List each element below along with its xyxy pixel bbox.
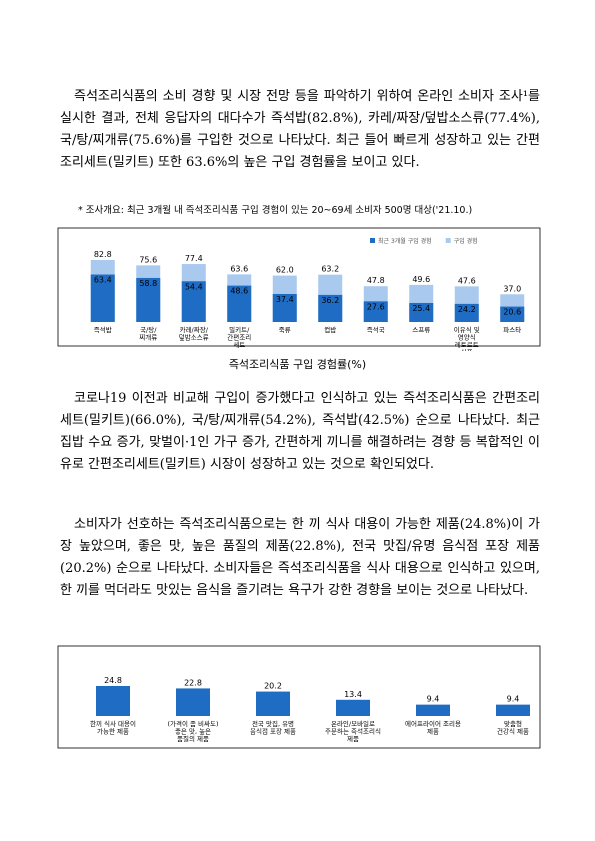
value-label: 37.0 (503, 284, 521, 293)
bar (454, 303, 479, 322)
category-label: 국/탕/찌개류 (139, 325, 157, 341)
category-label: 카레/짜장/덮밥소스류 (179, 325, 209, 341)
category-label: 컵밥 (324, 325, 336, 334)
category-label: (가격이 좀 비싸도) 좋은 맛, 높은 품질의 제품 (167, 719, 218, 743)
value-label: 37.4 (276, 295, 294, 304)
category-label: 전국 맛집, 유명 음식점 포장 제품 (250, 719, 296, 735)
bar (318, 294, 343, 322)
paragraph: 즉석조리식품의 소비 경향 및 시장 전망 등을 파악하기 위하여 온라인 소비… (60, 89, 540, 170)
legend-swatch (370, 238, 375, 243)
value-label: 47.6 (458, 276, 476, 285)
value-label: 9.4 (507, 695, 520, 704)
value-label: 54.4 (185, 282, 203, 291)
chart-frame (57, 645, 541, 749)
bar (256, 691, 290, 716)
value-label: 24.8 (104, 676, 122, 685)
bar (496, 704, 530, 716)
legend-swatch (445, 238, 451, 243)
value-label: 22.8 (184, 678, 202, 687)
category-label: 즉석밥 (94, 325, 112, 334)
value-label: 25.4 (412, 304, 430, 313)
value-label: 36.2 (321, 296, 339, 305)
bar (336, 699, 370, 716)
value-label: 24.2 (458, 305, 476, 314)
bar (363, 301, 388, 322)
category-label: 스프류 (412, 326, 430, 334)
category-label: 온라인/모바일로 주문하는 즉석조리식 제품 (325, 719, 381, 743)
value-label: 63.6 (230, 264, 248, 273)
value-label: 62.0 (276, 266, 294, 275)
value-label: 82.8 (94, 250, 112, 259)
bar (96, 686, 130, 716)
chart: 24.8 한끼 식사 대용이 가능한 제품 22.8 (가격이 좀 비싸도) 좋은 맛, … (57, 645, 541, 749)
value-label: 20.2 (264, 682, 282, 691)
category-label: 죽류 (279, 326, 291, 334)
category-label: 에어프라이어 조리용 제품 (405, 719, 461, 735)
bar (409, 302, 434, 322)
category-label: 한끼 식사 대용이 가능한 제품 (90, 719, 136, 735)
value-label: 13.4 (344, 690, 362, 699)
value-label: 47.8 (367, 276, 385, 285)
bar (416, 704, 450, 716)
bar (227, 285, 252, 322)
legend-label: 구입 경험 (454, 237, 478, 245)
chart: 82.8 63.4 즉석밥 75.6 58.8 국/탕/찌개류 77.4 54.4 카레/짜장/… (57, 227, 541, 351)
value-label: 75.6 (139, 255, 157, 264)
category-label: 즉석국 (367, 325, 385, 334)
bar (90, 274, 115, 322)
note: * 조사개요: 최근 3개월 내 즉석조리식품 구입 경험이 있는 20~69세… (78, 205, 473, 216)
paragraph: 코로나19 이전과 비교해 구입이 증가했다고 인식하고 있는 즉석조리식품은 … (60, 391, 540, 472)
chart-caption: 즉석조리식품 구입 경험률(%) (228, 358, 367, 371)
category-label: 맞춤형 건강식 제품 (497, 719, 529, 735)
value-label: 58.8 (139, 279, 157, 288)
category-label: 파스타 (503, 325, 521, 334)
bar (181, 281, 206, 322)
value-label: 63.4 (94, 276, 112, 285)
value-label: 48.6 (230, 287, 248, 296)
value-label: 77.4 (185, 254, 203, 263)
chart-frame (57, 227, 541, 347)
value-label: 49.6 (412, 275, 430, 284)
value-label: 27.6 (367, 302, 385, 311)
category-label: 밀키트/간편조리 세트 (227, 325, 251, 349)
value-label: 20.6 (503, 308, 521, 317)
bar (500, 306, 525, 322)
bar (136, 277, 161, 322)
legend-label: 최근 3개월 구입 경험 (378, 237, 432, 245)
paragraph: 소비자가 선호하는 즉석조리식품으로는 한 끼 식사 대용이 가능한 제품(24… (60, 517, 540, 598)
bar (272, 293, 297, 322)
value-label: 9.4 (427, 695, 440, 704)
category-label: 이유식 및영양식레토르트식품 (454, 325, 480, 351)
value-label: 63.2 (321, 265, 339, 274)
bar (176, 688, 210, 716)
